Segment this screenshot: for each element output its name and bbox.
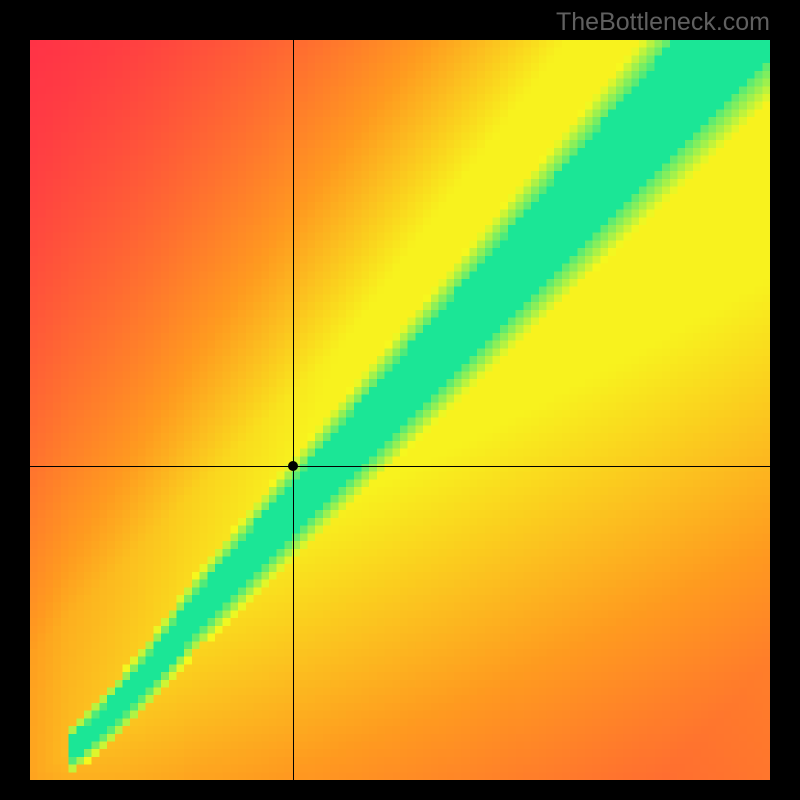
crosshair-vertical xyxy=(293,40,294,780)
heatmap-plot-area xyxy=(30,40,770,780)
heatmap-canvas xyxy=(30,40,770,780)
watermark-text: TheBottleneck.com xyxy=(556,8,770,37)
crosshair-horizontal xyxy=(30,466,770,467)
crosshair-marker-dot xyxy=(288,461,298,471)
